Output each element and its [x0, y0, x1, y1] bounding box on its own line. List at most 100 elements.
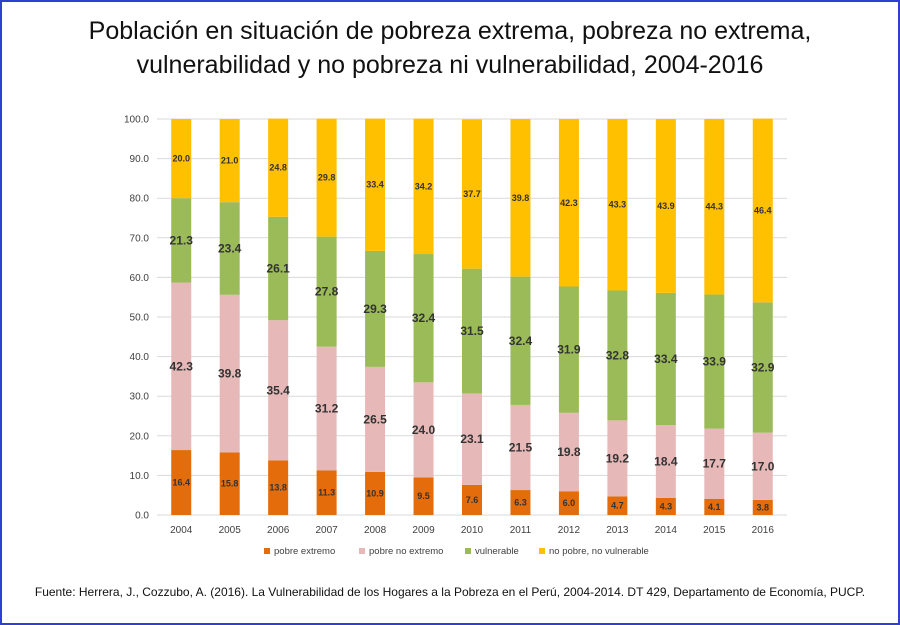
bar-segment: [365, 366, 386, 472]
bar-segment: [413, 477, 434, 515]
bar-segment: [752, 499, 773, 515]
bar-segment: [316, 118, 337, 237]
bar-segment: [607, 496, 628, 515]
data-label: 17.0: [751, 459, 775, 473]
data-label: 24.8: [269, 163, 287, 173]
bar-segment: [219, 119, 240, 203]
data-label: 32.4: [509, 334, 533, 348]
data-label: 19.8: [557, 445, 581, 459]
legend-swatch: [359, 548, 365, 554]
bar-segment: [704, 498, 725, 515]
bar-segment: [316, 470, 337, 515]
bar-segment: [462, 393, 482, 485]
y-tick-label: 40.0: [130, 352, 150, 363]
bar-segment: [607, 119, 628, 291]
bar-segment: [607, 420, 628, 497]
x-tick-label: 2008: [364, 525, 387, 536]
data-label: 19.2: [606, 451, 630, 465]
legend-label: vulnerable: [475, 546, 519, 557]
legend: pobre extremo pobre no extremo vulnerable n…: [264, 546, 649, 557]
bar-segment: [752, 432, 773, 500]
legend-label: pobre no extremo: [369, 546, 443, 557]
data-label: 11.3: [318, 488, 335, 498]
legend-label: pobre extremo: [274, 546, 335, 557]
data-label: 46.4: [754, 205, 772, 215]
data-label: 39.8: [512, 193, 530, 203]
data-label: 16.4: [172, 478, 190, 488]
bar-segment: [316, 236, 337, 347]
bar-segment: [268, 118, 289, 217]
data-label: 37.7: [463, 189, 481, 199]
data-label: 18.4: [654, 455, 678, 469]
data-label: 31.9: [557, 343, 581, 357]
bar-segment: [365, 118, 386, 251]
data-label: 17.7: [703, 457, 727, 471]
data-label: 21.5: [509, 440, 533, 454]
y-tick-label: 70.0: [130, 233, 150, 244]
legend-label: no pobre, no vulnerable: [549, 546, 649, 557]
data-label: 24.0: [412, 423, 436, 437]
bar-segment: [268, 216, 289, 321]
stacked-bar-chart: 0.0 10.0 20.0 30.0 40.0 50.0 60.0 70.0 80.0 90.0 1…: [124, 115, 787, 557]
y-axis: 0.0 10.0 20.0 30.0 40.0 50.0 60.0 70.0 80.0 90.0 1…: [124, 115, 149, 522]
bar-segment: [365, 250, 386, 367]
bar-segment: [171, 119, 192, 199]
x-tick-label: 2010: [461, 525, 484, 536]
bar-segment: [219, 202, 240, 295]
bar-segment: [655, 497, 676, 515]
x-tick-label: 2005: [219, 525, 242, 536]
bar-segment: [752, 302, 773, 433]
x-tick-label: 2013: [606, 525, 629, 536]
bar-segment: [462, 268, 482, 394]
bar-segment: [510, 276, 531, 405]
data-label: 29.3: [363, 302, 387, 316]
bar-segment: [219, 294, 240, 453]
bar-segment: [413, 118, 434, 255]
x-tick-label: 2011: [510, 525, 532, 536]
bar-segment: [558, 412, 579, 492]
bar-segment: [171, 450, 192, 515]
x-tick-label: 2012: [558, 525, 581, 536]
data-label: 44.3: [706, 202, 724, 212]
data-label: 21.3: [170, 233, 194, 247]
data-label: 13.8: [269, 483, 287, 493]
legend-swatch: [465, 548, 471, 554]
legend-swatch: [539, 548, 545, 554]
bar-segment: [558, 286, 579, 413]
data-label: 9.5: [417, 491, 430, 501]
data-label: 6.3: [514, 498, 527, 508]
bar-segment: [171, 282, 192, 451]
chart-title-line-1: Población en situación de pobreza extrem…: [88, 17, 812, 45]
data-label: 6.0: [563, 498, 576, 508]
x-tick-label: 2016: [752, 525, 775, 536]
data-label: 29.8: [318, 173, 336, 183]
bar-segment: [655, 292, 676, 426]
data-label: 26.5: [363, 412, 387, 426]
data-label: 32.9: [751, 360, 775, 374]
data-label: 43.9: [657, 201, 675, 211]
bar-segment: [510, 490, 531, 515]
data-label: 34.2: [415, 181, 433, 191]
x-tick-label: 2009: [412, 525, 435, 536]
chart-title-line-2: vulnerabilidad y no pobreza ni vulnerabi…: [136, 51, 764, 79]
data-label: 15.8: [221, 479, 239, 489]
data-label: 3.8: [757, 502, 770, 512]
x-tick-label: 2006: [267, 525, 290, 536]
data-label: 4.7: [611, 501, 624, 511]
bar-segment: [510, 119, 531, 277]
data-label: 27.8: [315, 285, 339, 299]
x-tick-label: 2014: [655, 525, 678, 536]
bar-segment: [558, 491, 579, 515]
y-tick-label: 30.0: [130, 392, 150, 403]
data-label: 42.3: [170, 359, 194, 373]
bar-segment: [365, 471, 386, 515]
data-label: 26.1: [266, 261, 290, 275]
bar-segment: [704, 294, 725, 429]
data-label: 21.0: [221, 156, 239, 166]
bar-segment: [413, 382, 434, 478]
y-tick-label: 20.0: [130, 431, 150, 442]
data-label: 7.6: [466, 495, 479, 505]
bar-segment: [704, 119, 725, 295]
bar-segment: [316, 346, 337, 471]
data-label: 39.8: [218, 367, 242, 381]
